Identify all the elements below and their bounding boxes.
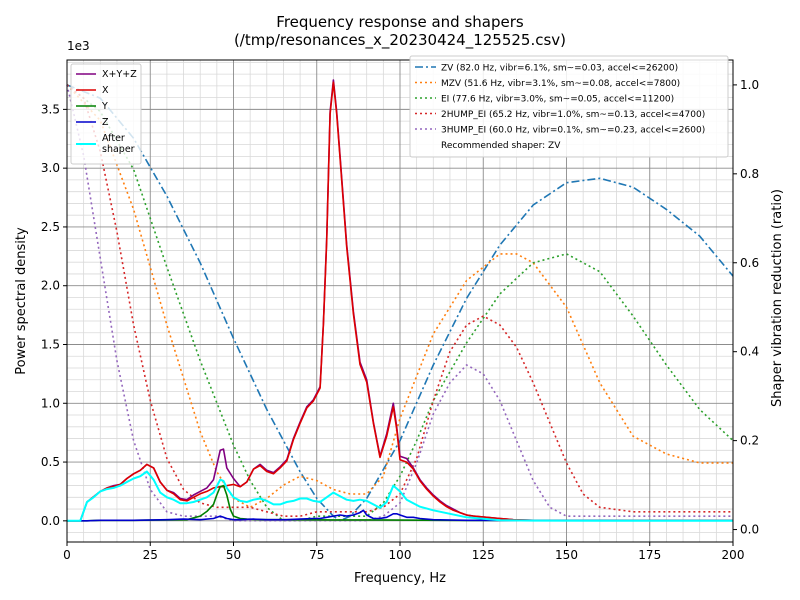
psd-legend-label: X+Y+Z [102,69,137,80]
psd-line-after-shaper [67,470,733,522]
psd-legend-box [70,63,142,165]
psd-legend-label: After [102,133,125,144]
y-tick-label: 0.5 [41,455,60,469]
y2-tick-label: 0.4 [740,345,759,359]
axes: 0 25 50 75 100 125 150 175 200 0.0 0.5 1.0 1.5 2.0 2.5… [41,78,759,562]
chart-subtitle: (/tmp/resonances_x_20230424_125525.csv) [234,31,566,50]
y2-tick-label: 0.2 [740,434,759,448]
x-tick-label: 175 [638,548,661,562]
shaper-legend: ZV (82.0 Hz, vibr=6.1%, sm~=0.03, accel<… [409,55,729,158]
y2-tick-label: 0.0 [740,523,759,537]
y-axis-multiplier: 1e3 [67,39,90,53]
shaper-legend-box [409,55,729,158]
x-tick-label: 25 [143,548,158,562]
shaper-legend-label: EI (77.6 Hz, vibr=3.0%, sm~=0.05, accel<… [441,95,674,105]
y-tick-label: 1.0 [41,396,60,410]
y2-tick-label: 0.6 [740,256,759,270]
x-tick-label: 200 [722,548,745,562]
y2-tick-label: 0.8 [740,167,759,181]
shaper-line-zv [66,84,734,522]
y-tick-label: 0.0 [41,514,60,528]
y-tick-label: 1.5 [41,337,60,351]
shaper-line-ei [66,84,734,522]
y2-axis-label: Shaper vibration reduction (ratio) [770,189,785,407]
psd-legend-label: shaper [102,144,135,155]
plot-series [66,79,734,522]
y-tick-label: 2.5 [41,220,60,234]
y-tick-label: 3.0 [41,161,60,175]
x-tick-label: 75 [309,548,324,562]
recommended-shaper-label: Recommended shaper: ZV [441,141,561,151]
chart-title: Frequency response and shapers [276,13,524,31]
x-tick-label: 0 [63,548,71,562]
y-tick-label: 3.5 [41,102,60,116]
x-tick-label: 150 [555,548,578,562]
shaper-legend-label: 3HUMP_EI (60.0 Hz, vibr=0.1%, sm~=0.23, … [441,126,705,136]
x-axis-label: Frequency, Hz [354,571,446,586]
psd-legend-label: Z [102,117,109,128]
y-tick-label: 2.0 [41,279,60,293]
shaper-legend-label: 2HUMP_EI (65.2 Hz, vibr=1.0%, sm~=0.13, … [441,110,705,120]
shaper-legend-label: ZV (82.0 Hz, vibr=6.1%, sm~=0.03, accel<… [441,64,678,74]
shaper-legend-label: MZV (51.6 Hz, vibr=3.1%, sm~=0.08, accel… [441,79,680,89]
y-axis-label: Power spectral density [14,227,29,375]
psd-line-x [67,81,733,522]
shaper-line-2hump-ei [66,84,733,518]
y2-tick-label: 1.0 [740,78,759,92]
x-tick-label: 50 [226,548,241,562]
psd-legend-label: X [102,85,109,96]
psd-line-z [67,509,733,522]
psd-legend-label: Y [101,101,108,112]
x-tick-label: 125 [472,548,495,562]
shaper-line-mzv [66,84,733,509]
x-tick-label: 100 [389,548,412,562]
